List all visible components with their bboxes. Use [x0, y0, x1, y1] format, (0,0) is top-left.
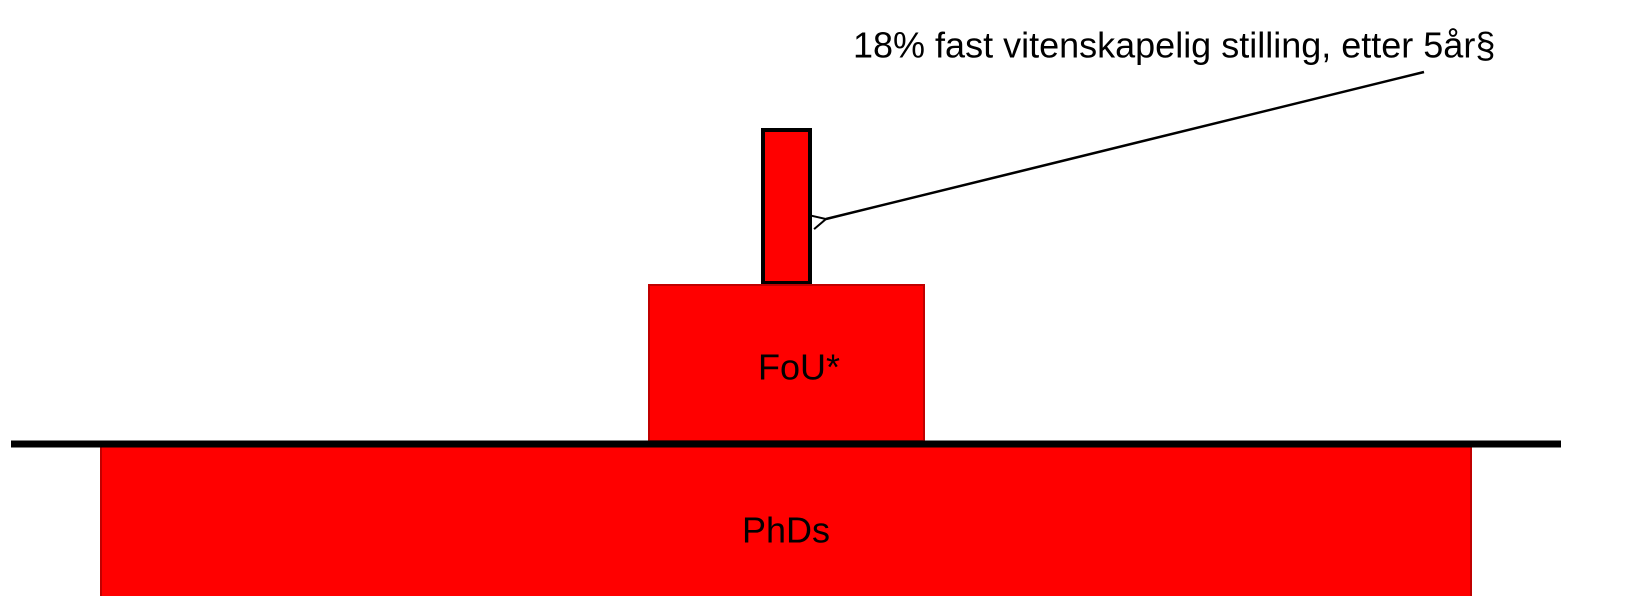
phd-box [100, 445, 1472, 596]
annotation: 18% fast vitenskapelig stilling, etter 5… [853, 25, 1495, 66]
phd-label: PhDs [742, 510, 830, 551]
arrow [826, 70, 1425, 219]
small-bar [761, 128, 812, 285]
fou-label: FoU* [758, 347, 840, 388]
fou-box [648, 284, 925, 442]
